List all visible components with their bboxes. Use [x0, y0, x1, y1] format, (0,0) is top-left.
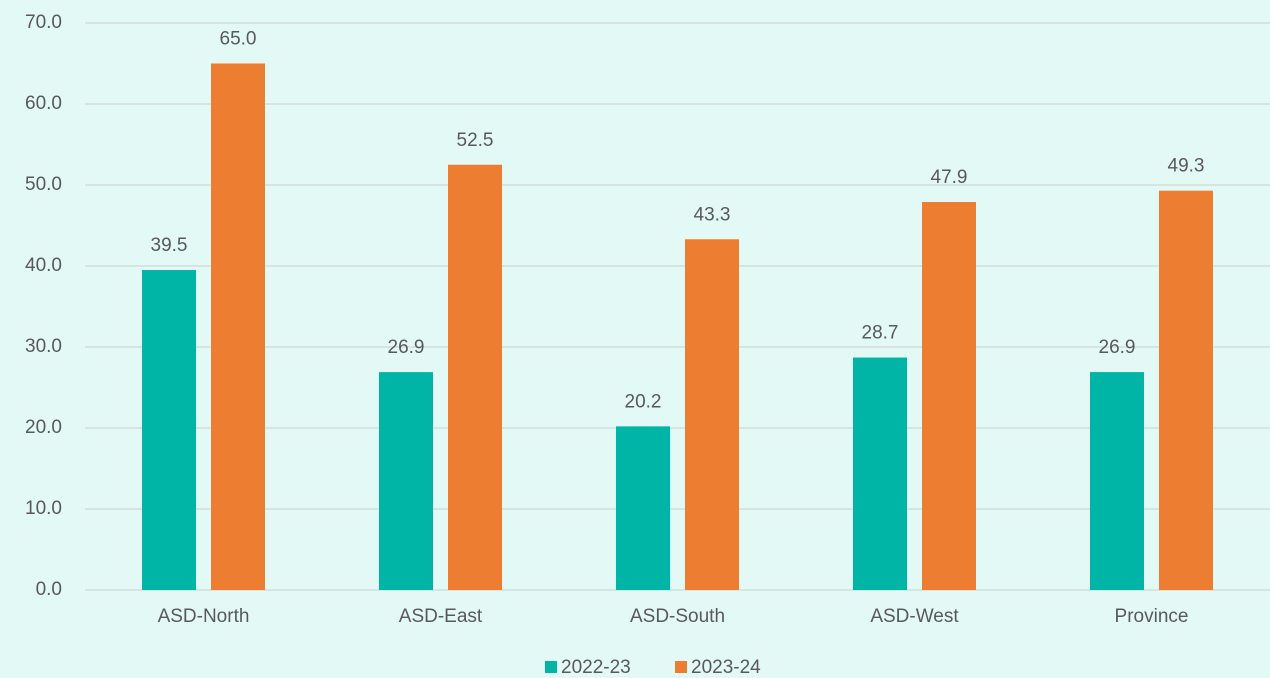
data-label: 47.9 — [931, 167, 968, 188]
data-label: 20.2 — [625, 391, 662, 412]
data-label: 26.9 — [388, 337, 425, 358]
bar — [1159, 190, 1213, 591]
x-tick-label: Province — [1115, 606, 1189, 627]
bar — [616, 426, 670, 590]
x-tick-label: ASD-South — [630, 606, 725, 627]
y-tick-label: 0.0 — [36, 579, 62, 600]
y-tick-label: 50.0 — [25, 174, 62, 195]
data-label: 26.9 — [1099, 337, 1136, 358]
bar — [922, 202, 976, 590]
legend-label: 2022-23 — [561, 657, 631, 678]
data-label: 52.5 — [457, 130, 494, 151]
y-tick-label: 30.0 — [25, 336, 62, 357]
data-label: 28.7 — [862, 323, 899, 344]
bar — [211, 63, 265, 590]
bar — [853, 357, 907, 590]
bar — [379, 372, 433, 590]
y-tick-label: 40.0 — [25, 255, 62, 276]
legend-swatch — [675, 661, 687, 673]
y-tick-label: 20.0 — [25, 417, 62, 438]
legend-label: 2023-24 — [691, 657, 761, 678]
x-tick-label: ASD-West — [870, 606, 959, 627]
data-label: 65.0 — [220, 29, 257, 50]
x-tick-label: ASD-North — [158, 606, 250, 627]
bar — [1090, 372, 1144, 590]
bar — [142, 270, 196, 590]
data-label: 49.3 — [1168, 156, 1205, 177]
data-label: 39.5 — [151, 235, 188, 256]
y-tick-label: 10.0 — [25, 498, 62, 519]
y-tick-label: 60.0 — [25, 93, 62, 114]
y-tick-label: 70.0 — [25, 12, 62, 33]
data-label: 43.3 — [694, 204, 731, 225]
bar — [685, 239, 739, 590]
x-tick-label: ASD-East — [399, 606, 483, 627]
legend-swatch — [545, 661, 557, 673]
bar — [448, 164, 502, 590]
